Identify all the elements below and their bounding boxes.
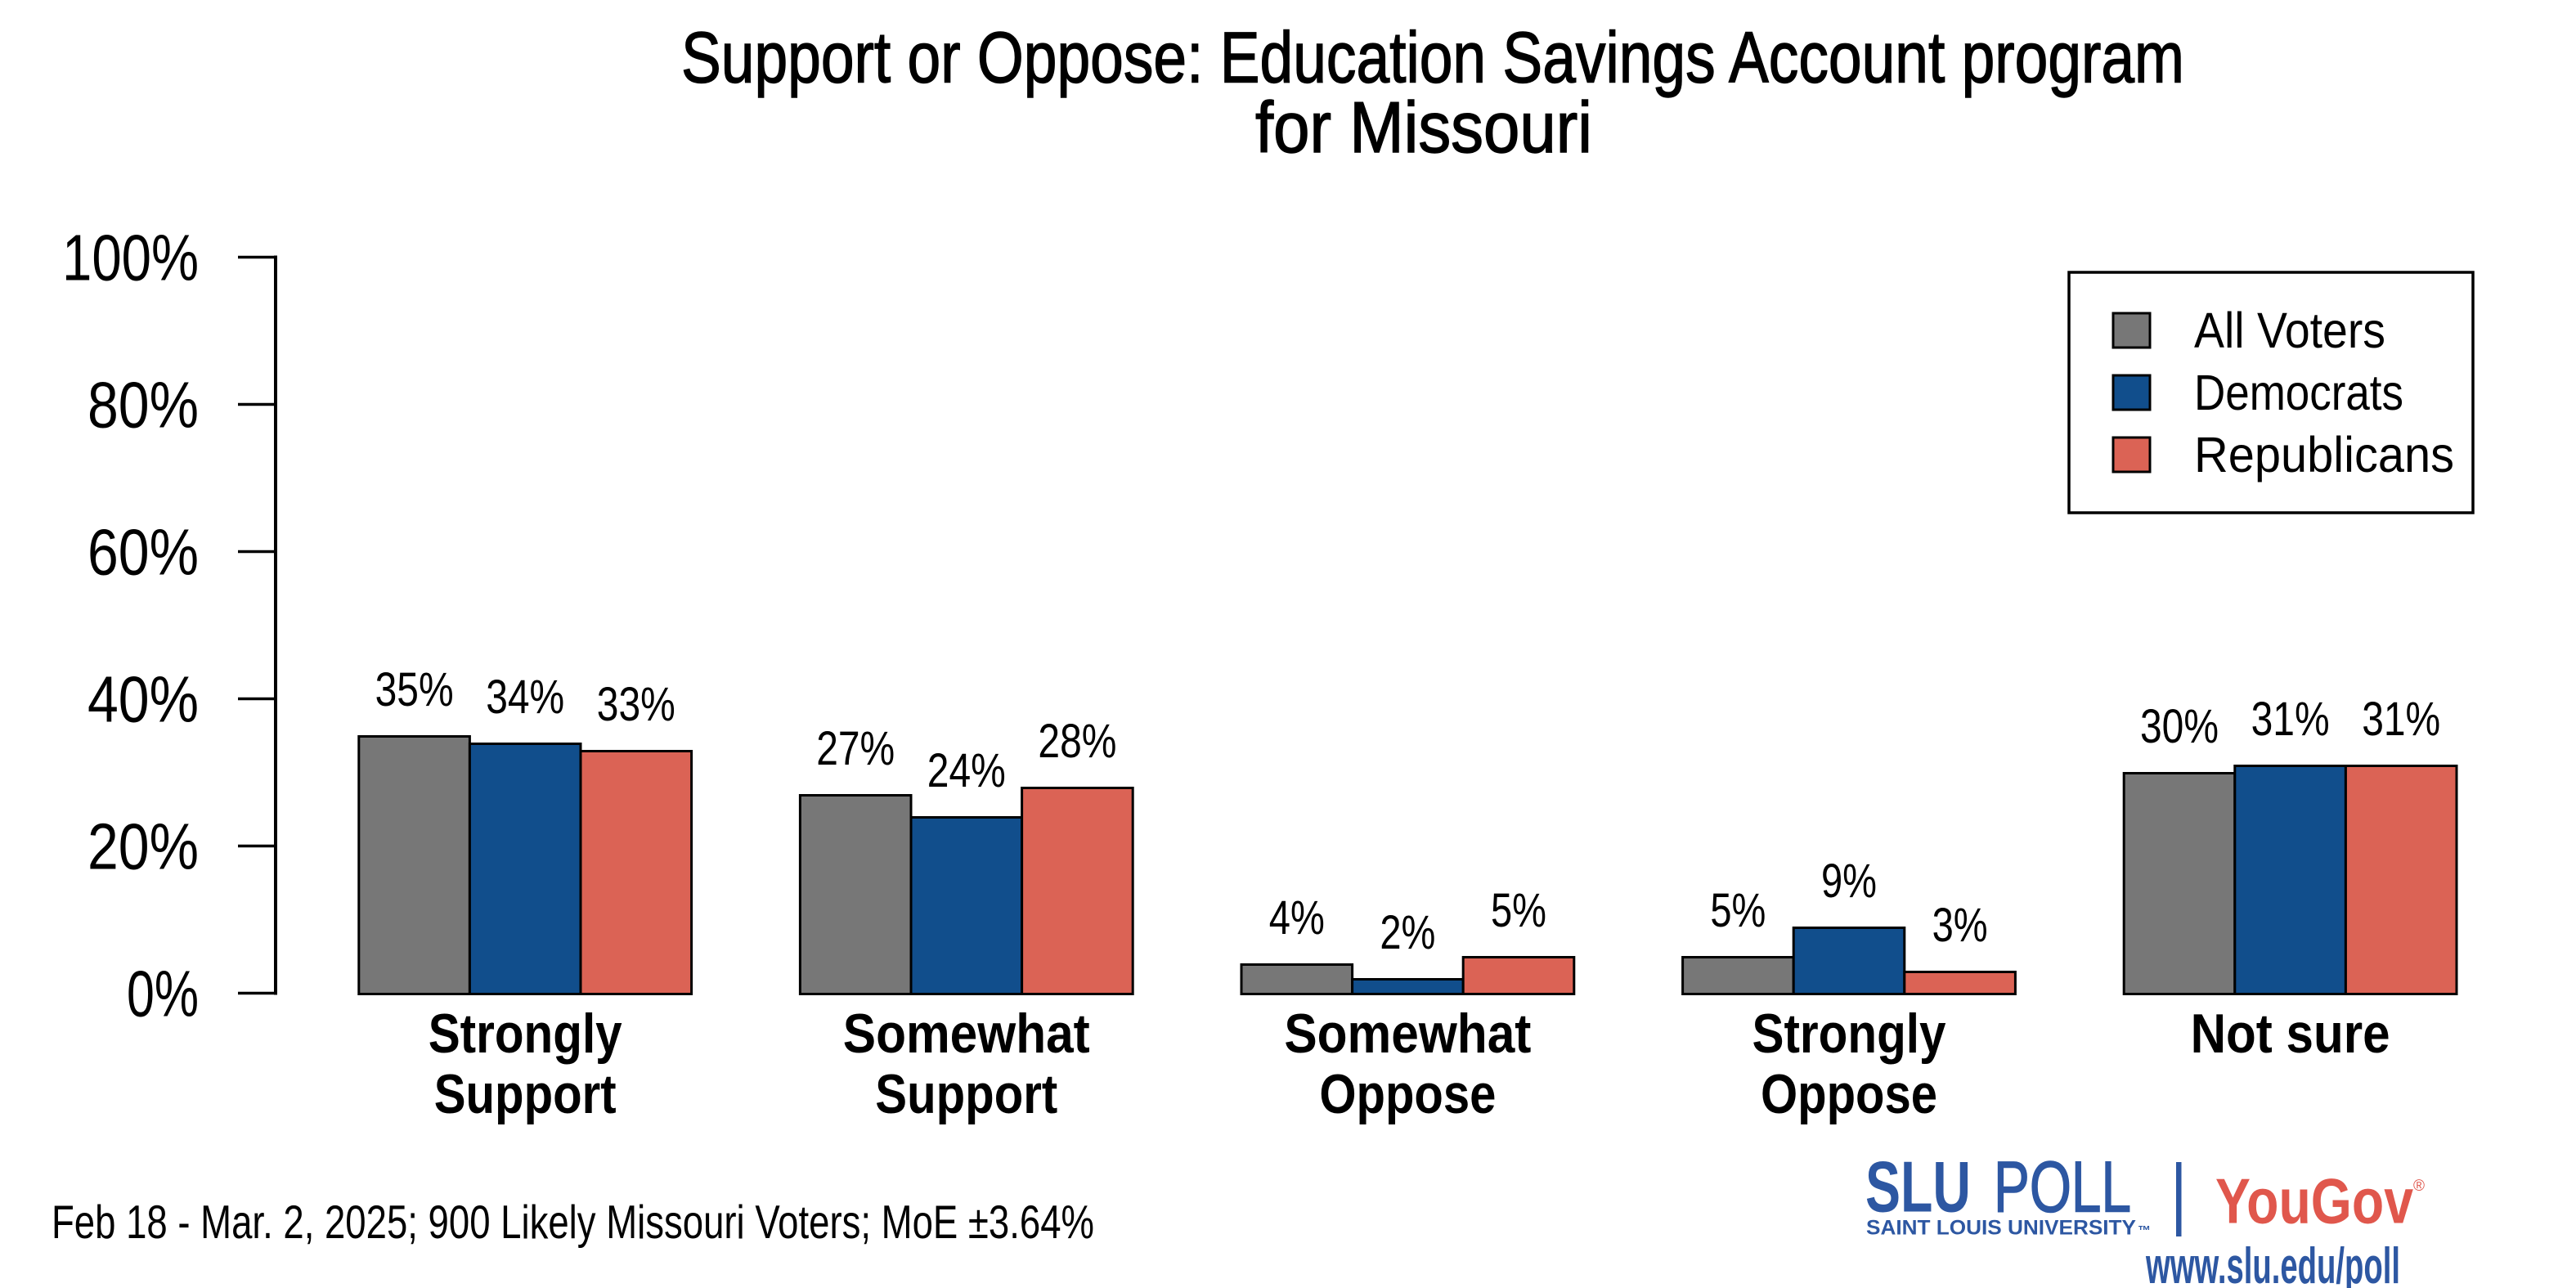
svg-text:5%: 5% (1710, 884, 1766, 937)
svg-text:100%: 100% (62, 222, 199, 294)
svg-text:for Missouri: for Missouri (1255, 87, 1592, 168)
svg-text:24%: 24% (927, 744, 1006, 797)
svg-text:SLU: SLU (1865, 1147, 1971, 1227)
svg-text:Democrats: Democrats (2194, 365, 2403, 420)
svg-text:60%: 60% (88, 516, 199, 589)
svg-text:Oppose: Oppose (1761, 1063, 1937, 1125)
svg-text:35%: 35% (375, 663, 454, 716)
svg-text:27%: 27% (816, 722, 895, 775)
svg-text:Oppose: Oppose (1319, 1063, 1496, 1125)
svg-text:5%: 5% (1491, 884, 1546, 937)
svg-text:Somewhat: Somewhat (1284, 1003, 1531, 1065)
svg-text:4%: 4% (1269, 891, 1325, 945)
svg-text:Feb 18 - Mar. 2, 2025; 900 Lik: Feb 18 - Mar. 2, 2025; 900 Likely Missou… (52, 1196, 1094, 1249)
svg-text:34%: 34% (486, 671, 564, 724)
svg-text:®: ® (2413, 1178, 2425, 1195)
svg-text:20%: 20% (88, 810, 199, 883)
svg-text:Strongly: Strongly (429, 1003, 622, 1065)
svg-text:POLL: POLL (1994, 1147, 2131, 1227)
svg-text:www.slu.edu/poll: www.slu.edu/poll (2145, 1238, 2400, 1288)
svg-text:80%: 80% (88, 369, 199, 442)
svg-text:Republicans: Republicans (2194, 427, 2454, 482)
svg-text:All Voters: All Voters (2194, 303, 2385, 358)
svg-text:40%: 40% (88, 663, 199, 736)
svg-text:Support or Oppose: Education S: Support or Oppose: Education Savings Acc… (681, 17, 2184, 98)
svg-text:28%: 28% (1038, 715, 1116, 768)
svg-text:3%: 3% (1932, 899, 1988, 952)
svg-text:31%: 31% (2362, 693, 2440, 746)
svg-text:Support: Support (434, 1063, 617, 1125)
svg-text:30%: 30% (2140, 700, 2219, 753)
svg-text:33%: 33% (597, 678, 675, 731)
svg-text:Strongly: Strongly (1752, 1003, 1946, 1065)
svg-text:Not sure: Not sure (2191, 1003, 2390, 1065)
svg-text:Somewhat: Somewhat (843, 1003, 1090, 1065)
svg-text:9%: 9% (1821, 855, 1877, 908)
svg-text:Support: Support (875, 1063, 1057, 1125)
svg-text:YouGov: YouGov (2215, 1165, 2414, 1237)
svg-text:31%: 31% (2251, 693, 2330, 746)
svg-text:0%: 0% (127, 958, 199, 1030)
svg-text:SAINT LOUIS UNIVERSITY: SAINT LOUIS UNIVERSITY (1866, 1217, 2136, 1240)
svg-text:2%: 2% (1380, 906, 1435, 959)
svg-text:™: ™ (2138, 1224, 2151, 1238)
